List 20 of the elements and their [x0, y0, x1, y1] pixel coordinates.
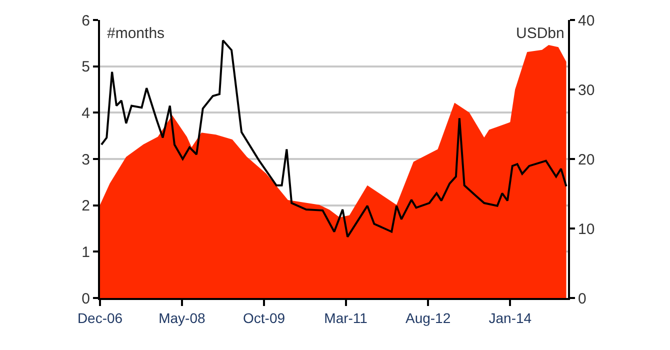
x-tick-label: Oct-09 [243, 310, 286, 326]
y-tick-label: 6 [82, 12, 90, 30]
x-tick-label: Aug-12 [405, 310, 451, 326]
y-tick-label: 2 [82, 198, 90, 215]
y2-tick-label: 30 [578, 82, 595, 99]
x-tick-label: Jan-14 [488, 310, 532, 326]
x-tick-label: Dec-06 [77, 310, 123, 326]
y-tick-label: 0 [82, 290, 90, 308]
y-tick-label: 1 [82, 244, 90, 261]
y-tick-label: 3 [82, 151, 90, 168]
y2-tick-label: 0 [578, 290, 586, 308]
y-axis-title: #months [107, 25, 165, 42]
y2-tick-label: 40 [578, 12, 595, 30]
x-tick-label: Mar-11 [324, 310, 368, 326]
y2-tick-label: 20 [578, 151, 595, 168]
y-tick-label: 4 [82, 104, 90, 122]
y2-tick-label: 10 [578, 220, 595, 238]
x-tick-label: May-08 [158, 310, 206, 326]
y-tick-label: 5 [82, 58, 90, 76]
y2-axis-title: USDbn [516, 25, 564, 42]
